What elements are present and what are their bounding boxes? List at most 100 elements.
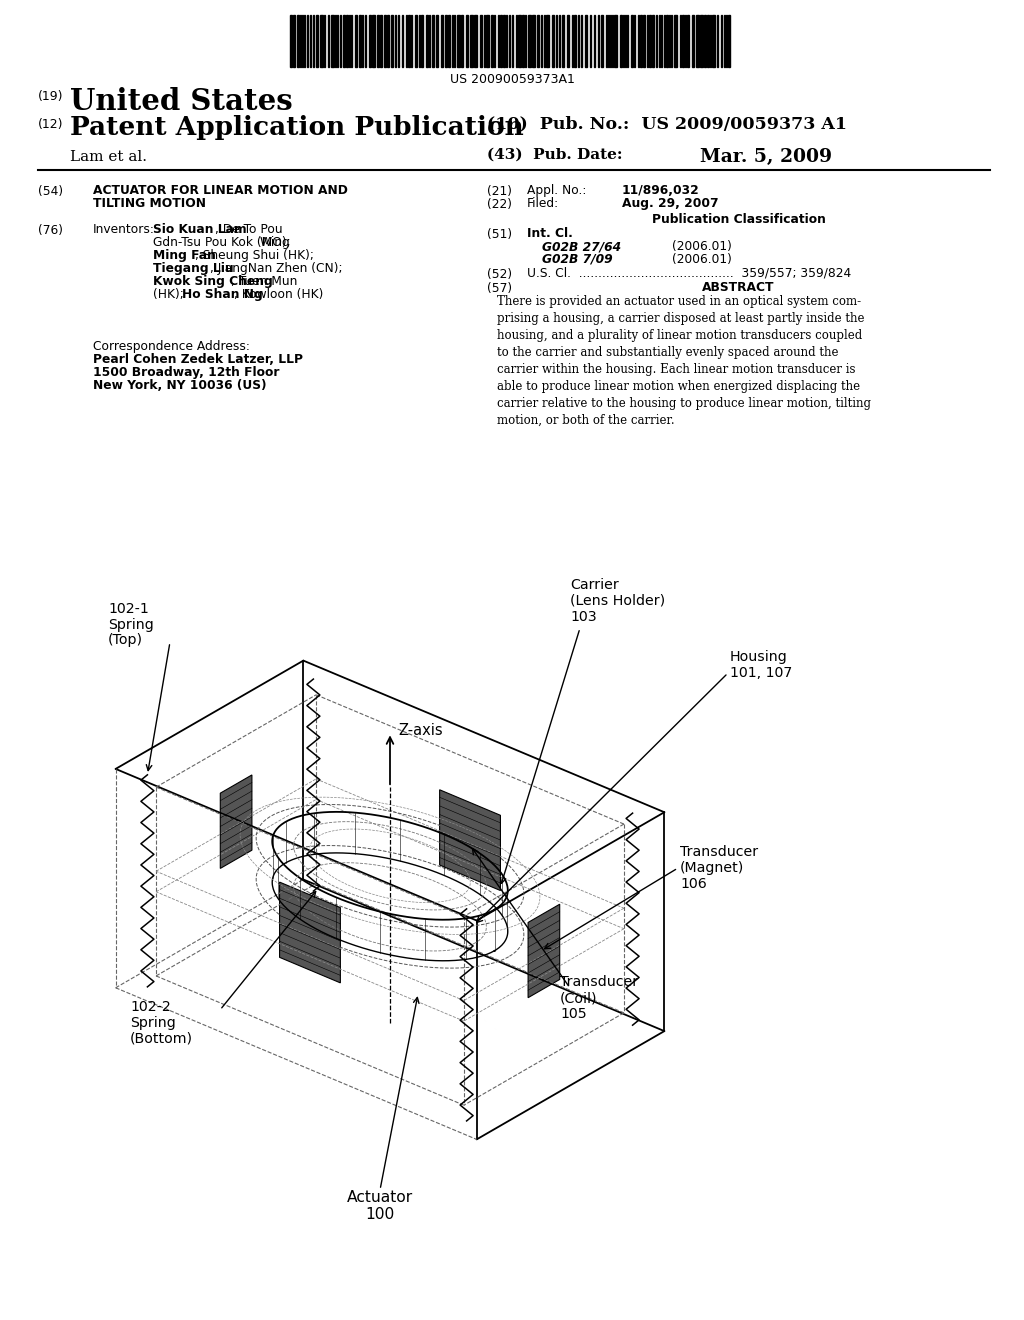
- Text: ABSTRACT: ABSTRACT: [702, 281, 775, 294]
- Text: , Kowloon (HK): , Kowloon (HK): [234, 288, 324, 301]
- Bar: [387, 15, 389, 67]
- Text: U.S. Cl.  ........................................  359/557; 359/824: U.S. Cl. ...............................…: [527, 267, 851, 280]
- Bar: [384, 15, 386, 67]
- Bar: [466, 15, 468, 67]
- Bar: [640, 15, 642, 67]
- Text: (21): (21): [487, 185, 512, 198]
- Text: Spring: Spring: [130, 1016, 176, 1030]
- Bar: [445, 15, 447, 67]
- Bar: [391, 15, 393, 67]
- Bar: [369, 15, 371, 67]
- Bar: [567, 15, 569, 67]
- Text: Filed:: Filed:: [527, 197, 559, 210]
- Bar: [705, 15, 706, 67]
- Text: There is provided an actuator used in an optical system com-
prising a housing, : There is provided an actuator used in an…: [497, 294, 871, 426]
- Bar: [359, 15, 361, 67]
- Text: G02B 27/64: G02B 27/64: [542, 240, 622, 253]
- Text: (22): (22): [487, 198, 512, 211]
- Text: , De To Pou: , De To Pou: [215, 223, 283, 236]
- Bar: [470, 15, 473, 67]
- Bar: [666, 15, 668, 67]
- Bar: [457, 15, 460, 67]
- Bar: [537, 15, 539, 67]
- Bar: [687, 15, 689, 67]
- Bar: [707, 15, 709, 67]
- Bar: [649, 15, 651, 67]
- Text: Ming Fan: Ming Fan: [153, 249, 216, 261]
- Text: United States: United States: [70, 87, 293, 116]
- Bar: [426, 15, 428, 67]
- Text: Wing: Wing: [260, 236, 291, 249]
- Text: (43)  Pub. Date:: (43) Pub. Date:: [487, 148, 623, 162]
- Text: Kwok Sing Cheng: Kwok Sing Cheng: [153, 275, 272, 288]
- Bar: [546, 15, 549, 67]
- Bar: [486, 15, 489, 67]
- Text: (Coil): (Coil): [560, 991, 597, 1005]
- Text: (76): (76): [38, 224, 63, 238]
- Text: Tiegang Liu: Tiegang Liu: [153, 261, 233, 275]
- Bar: [728, 15, 730, 67]
- Text: Correspondence Address:: Correspondence Address:: [93, 341, 250, 352]
- Bar: [290, 15, 292, 67]
- Text: New York, NY 10036 (US): New York, NY 10036 (US): [93, 379, 266, 392]
- Bar: [377, 15, 379, 67]
- Bar: [432, 15, 434, 67]
- Text: (Bottom): (Bottom): [130, 1032, 193, 1045]
- Text: Sio Kuan Lam: Sio Kuan Lam: [153, 223, 247, 236]
- Bar: [297, 15, 299, 67]
- Text: Carrier: Carrier: [570, 578, 618, 591]
- Text: Lam et al.: Lam et al.: [70, 150, 147, 164]
- Text: Ho Shan Ng: Ho Shan Ng: [182, 288, 263, 301]
- Bar: [631, 15, 633, 67]
- Bar: [518, 15, 521, 67]
- Text: 11/896,032: 11/896,032: [622, 183, 699, 197]
- Bar: [674, 15, 677, 67]
- Bar: [380, 15, 382, 67]
- Text: (Top): (Top): [108, 634, 143, 647]
- Text: (52): (52): [487, 268, 512, 281]
- Text: US 20090059373A1: US 20090059373A1: [450, 73, 574, 86]
- Text: , Tuen Mun: , Tuen Mun: [231, 275, 297, 288]
- Text: 105: 105: [560, 1007, 587, 1020]
- Text: 100: 100: [366, 1206, 394, 1222]
- Bar: [293, 15, 295, 67]
- Text: 102-1: 102-1: [108, 602, 148, 616]
- Bar: [574, 15, 575, 67]
- Bar: [316, 15, 318, 67]
- Text: (51): (51): [487, 228, 512, 242]
- Bar: [532, 15, 535, 67]
- Text: (54): (54): [38, 185, 63, 198]
- Text: Patent Application Publication: Patent Application Publication: [70, 115, 523, 140]
- Bar: [712, 15, 715, 67]
- Text: (HK);: (HK);: [153, 288, 187, 301]
- Text: Housing: Housing: [730, 649, 787, 664]
- Text: Int. Cl.: Int. Cl.: [527, 227, 572, 240]
- Bar: [682, 15, 684, 67]
- Bar: [614, 15, 617, 67]
- Bar: [355, 15, 357, 67]
- Text: 106: 106: [680, 876, 707, 891]
- Polygon shape: [439, 789, 501, 891]
- Text: Inventors:: Inventors:: [93, 223, 155, 236]
- Text: Mar. 5, 2009: Mar. 5, 2009: [700, 148, 831, 166]
- Text: (2006.01): (2006.01): [672, 240, 732, 253]
- Bar: [346, 15, 348, 67]
- Bar: [652, 15, 654, 67]
- Text: 103: 103: [570, 610, 597, 624]
- Text: Actuator: Actuator: [347, 1191, 413, 1205]
- Bar: [461, 15, 463, 67]
- Polygon shape: [528, 904, 560, 998]
- Bar: [449, 15, 450, 67]
- Polygon shape: [280, 882, 340, 983]
- Text: , JiangNan Zhen (CN);: , JiangNan Zhen (CN);: [210, 261, 343, 275]
- Text: 101, 107: 101, 107: [730, 667, 793, 680]
- Text: Transducer: Transducer: [560, 975, 638, 989]
- Bar: [421, 15, 423, 67]
- Text: 1500 Broadway, 12th Floor: 1500 Broadway, 12th Floor: [93, 366, 280, 379]
- Bar: [408, 15, 410, 67]
- Bar: [700, 15, 703, 67]
- Text: ACTUATOR FOR LINEAR MOTION AND: ACTUATOR FOR LINEAR MOTION AND: [93, 183, 348, 197]
- Text: Spring: Spring: [108, 618, 154, 632]
- Text: (2006.01): (2006.01): [672, 253, 732, 267]
- Bar: [643, 15, 645, 67]
